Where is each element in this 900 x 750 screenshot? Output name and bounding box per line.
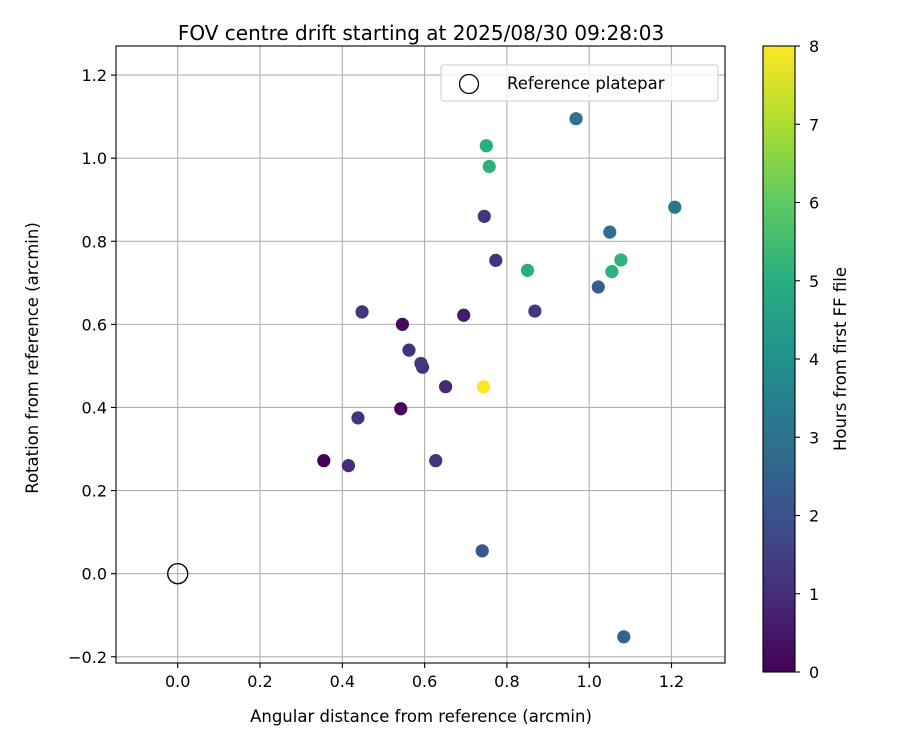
colorbar-tick-label: 3: [809, 428, 819, 447]
x-tick-label: 0.6: [412, 672, 437, 691]
colorbar-tick-label: 2: [809, 507, 819, 526]
data-point: [351, 411, 365, 425]
y-tick-label: 1.2: [82, 66, 107, 85]
legend-entry-reference: Reference platepar: [507, 74, 665, 93]
colorbar-tick-label: 0: [809, 663, 819, 682]
reference-platepar-marker: [167, 562, 189, 585]
data-point: [414, 356, 428, 371]
data-point: [439, 380, 453, 394]
x-tick-label: 1.0: [576, 672, 601, 691]
colorbar-gradient: [762, 45, 796, 673]
legend-marker-icon: [458, 73, 480, 95]
y-tick-label: 0.6: [82, 315, 107, 334]
x-axis-ticks: 0.0 0.2 0.4 0.6 0.8 1.0 1.2: [165, 663, 684, 691]
colorbar-tick-label: 1: [809, 585, 819, 604]
data-point: [489, 253, 503, 267]
data-point: [520, 263, 535, 277]
x-tick-label: 0.2: [247, 672, 272, 691]
y-tick-label: 1.0: [82, 149, 107, 168]
data-point: [591, 280, 605, 294]
data-points: [317, 112, 682, 644]
data-point: [528, 304, 542, 318]
y-tick-label: 0.8: [82, 232, 107, 251]
x-tick-label: 0.0: [165, 672, 190, 691]
chart-title: FOV centre drift starting at 2025/08/30 …: [178, 21, 664, 45]
data-point: [394, 402, 408, 416]
data-point: [477, 209, 491, 223]
data-point: [569, 112, 583, 126]
data-point: [341, 459, 356, 473]
grid-lines: [116, 46, 725, 663]
data-point: [457, 308, 471, 322]
y-tick-label: −0.2: [68, 648, 107, 667]
colorbar-tick-label: 6: [809, 194, 819, 213]
data-point: [475, 544, 489, 558]
data-point: [395, 317, 409, 331]
colorbar-tick-label: 4: [809, 350, 819, 369]
legend-box: [440, 64, 719, 102]
data-point: [429, 454, 443, 468]
data-point: [605, 265, 619, 279]
y-tick-label: 0.2: [82, 482, 107, 501]
data-point: [355, 305, 369, 319]
colorbar-ticks: 0 1 2 3 4 5 6 7 8: [795, 37, 819, 682]
data-point: [603, 225, 617, 239]
data-point: [617, 630, 631, 644]
y-tick-label: 0.0: [82, 565, 107, 584]
data-point: [614, 253, 628, 267]
colorbar-tick-label: 8: [809, 37, 819, 56]
data-point: [482, 159, 496, 174]
y-tick-label: 0.4: [82, 398, 107, 417]
data-point: [402, 343, 416, 357]
x-tick-label: 0.4: [330, 672, 355, 691]
y-axis-label: Rotation from reference (arcmin): [23, 222, 42, 494]
y-axis-ticks: −0.2 0.0 0.2 0.4 0.6 0.8 1.0 1.2: [68, 66, 116, 667]
data-point: [479, 139, 493, 153]
x-axis-label: Angular distance from reference (arcmin): [250, 707, 592, 726]
data-point: [317, 454, 331, 468]
colorbar-label: Hours from first FF file: [831, 267, 850, 451]
data-point: [668, 200, 682, 214]
data-point: [476, 380, 491, 394]
x-tick-label: 1.2: [659, 672, 684, 691]
colorbar: 0 1 2 3 4 5 6 7 8 Hours from first FF file: [762, 37, 850, 682]
x-tick-label: 0.8: [494, 672, 519, 691]
colorbar-tick-label: 5: [809, 272, 819, 291]
legend: Reference platepar: [440, 64, 719, 102]
reference-marker-layer: [167, 562, 189, 585]
plot-area-frame: [115, 45, 726, 664]
colorbar-tick-label: 7: [809, 115, 819, 134]
